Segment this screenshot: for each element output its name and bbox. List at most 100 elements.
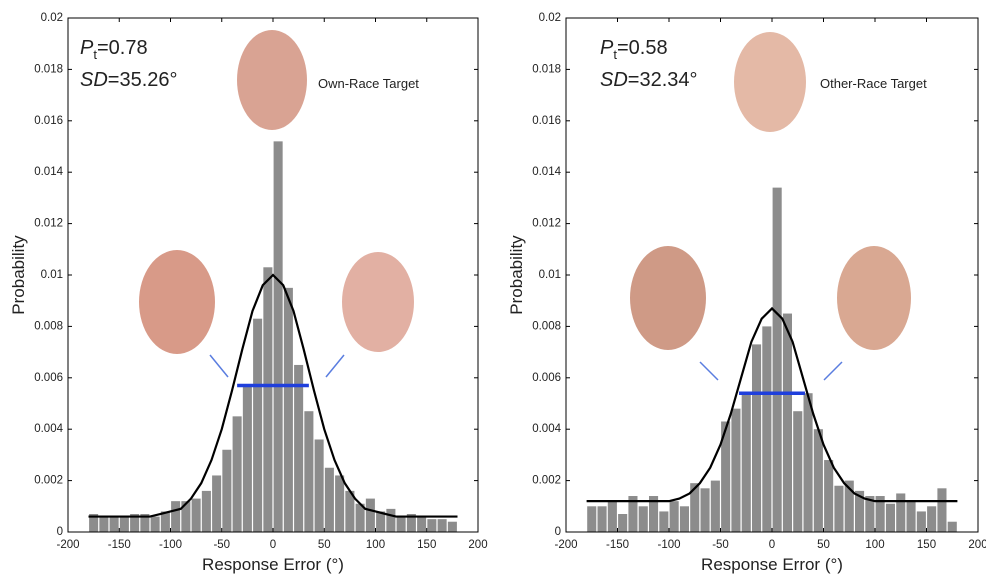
- stat-value: =0.58: [617, 37, 668, 59]
- bar: [232, 416, 242, 532]
- bar: [437, 519, 447, 532]
- y-tick-label: 0.008: [532, 320, 561, 332]
- stat-symbol: SD: [600, 69, 628, 91]
- y-tick-label: 0.006: [532, 372, 561, 384]
- face-image: [837, 246, 911, 350]
- bar: [649, 496, 659, 532]
- face-image: [139, 250, 215, 354]
- bar: [181, 501, 191, 532]
- bar: [875, 496, 885, 532]
- y-tick-label: 0.006: [34, 372, 63, 384]
- fit-curve: [88, 273, 458, 518]
- x-tick-label: -100: [159, 539, 182, 551]
- bar: [710, 480, 720, 532]
- y-tick-label: 0: [57, 526, 63, 538]
- stat-symbol: SD: [80, 69, 108, 91]
- bar: [855, 490, 865, 532]
- bar: [618, 514, 628, 532]
- y-tick-label: 0.014: [34, 166, 63, 178]
- y-tick-label: 0.012: [532, 218, 561, 230]
- y-tick-label: 0.018: [532, 63, 561, 75]
- x-tick-label: -50: [712, 539, 729, 551]
- bar: [119, 516, 129, 532]
- bar: [885, 503, 895, 532]
- bar: [304, 411, 314, 532]
- bar: [427, 519, 437, 532]
- bar: [324, 467, 334, 532]
- bar: [844, 480, 854, 532]
- bar: [721, 421, 731, 532]
- y-tick-label: 0.016: [34, 115, 63, 127]
- y-tick-label: 0.012: [34, 218, 63, 230]
- y-tick-label: 0.02: [41, 12, 63, 24]
- x-tick-label: -150: [606, 539, 629, 551]
- faces: [139, 30, 911, 381]
- bar: [896, 493, 906, 532]
- x-tick-label: 50: [318, 539, 331, 551]
- pointer-line: [699, 361, 719, 381]
- bar: [916, 511, 926, 532]
- stat-symbol: P: [80, 37, 94, 59]
- x-tick-label: -200: [554, 539, 577, 551]
- bar: [212, 475, 222, 532]
- bar: [865, 496, 875, 532]
- x-tick-label: -150: [108, 539, 131, 551]
- stat-value: =32.34°: [628, 69, 698, 91]
- bar: [150, 516, 160, 532]
- bar: [283, 287, 293, 532]
- bar: [447, 521, 457, 532]
- bar: [396, 516, 406, 532]
- bar: [628, 496, 638, 532]
- bar: [597, 506, 607, 532]
- bar: [191, 498, 201, 532]
- x-axis-label: Response Error (°): [701, 555, 843, 574]
- x-tick-label: -200: [56, 539, 79, 551]
- bar: [263, 267, 273, 532]
- bar: [242, 385, 252, 532]
- x-tick-label: 150: [917, 539, 936, 551]
- bar: [417, 516, 427, 532]
- bar: [947, 521, 957, 532]
- bar: [669, 501, 679, 532]
- bar: [927, 506, 937, 532]
- stat-value: =0.78: [97, 37, 148, 59]
- stat-symbol: P: [600, 37, 614, 59]
- y-tick-label: 0.014: [532, 166, 561, 178]
- bar: [335, 475, 345, 532]
- face-image: [342, 252, 414, 352]
- bar: [782, 313, 792, 532]
- x-tick-label: 50: [817, 539, 830, 551]
- x-tick-label: 200: [968, 539, 986, 551]
- bar: [365, 498, 375, 532]
- x-tick-label: 100: [865, 539, 884, 551]
- bar: [679, 506, 689, 532]
- y-axis-label: Probability: [507, 235, 526, 315]
- bar: [273, 141, 283, 533]
- y-tick-label: 0.02: [539, 12, 561, 24]
- x-tick-label: 150: [417, 539, 436, 551]
- bar: [587, 506, 597, 532]
- fit-curve: [586, 306, 958, 503]
- bar: [700, 488, 710, 532]
- y-tick-label: 0.018: [34, 63, 63, 75]
- y-tick-label: 0.016: [532, 115, 561, 127]
- stat-pt: Pt=0.58: [600, 37, 668, 62]
- pointer-line: [325, 354, 345, 378]
- bar: [294, 364, 304, 532]
- y-tick-label: 0: [555, 526, 561, 538]
- bar: [314, 439, 324, 532]
- bar: [376, 511, 386, 532]
- pointer-line: [823, 361, 843, 381]
- bar: [638, 506, 648, 532]
- face-image: [237, 30, 307, 130]
- bar: [793, 411, 803, 532]
- bar: [386, 508, 396, 532]
- bar: [772, 187, 782, 532]
- annotation: Own-Race Target: [318, 76, 419, 91]
- y-tick-label: 0.004: [532, 423, 561, 435]
- bar: [406, 514, 416, 532]
- y-tick-label: 0.002: [532, 475, 561, 487]
- bar: [253, 318, 263, 532]
- stat-subscript: t: [613, 47, 617, 62]
